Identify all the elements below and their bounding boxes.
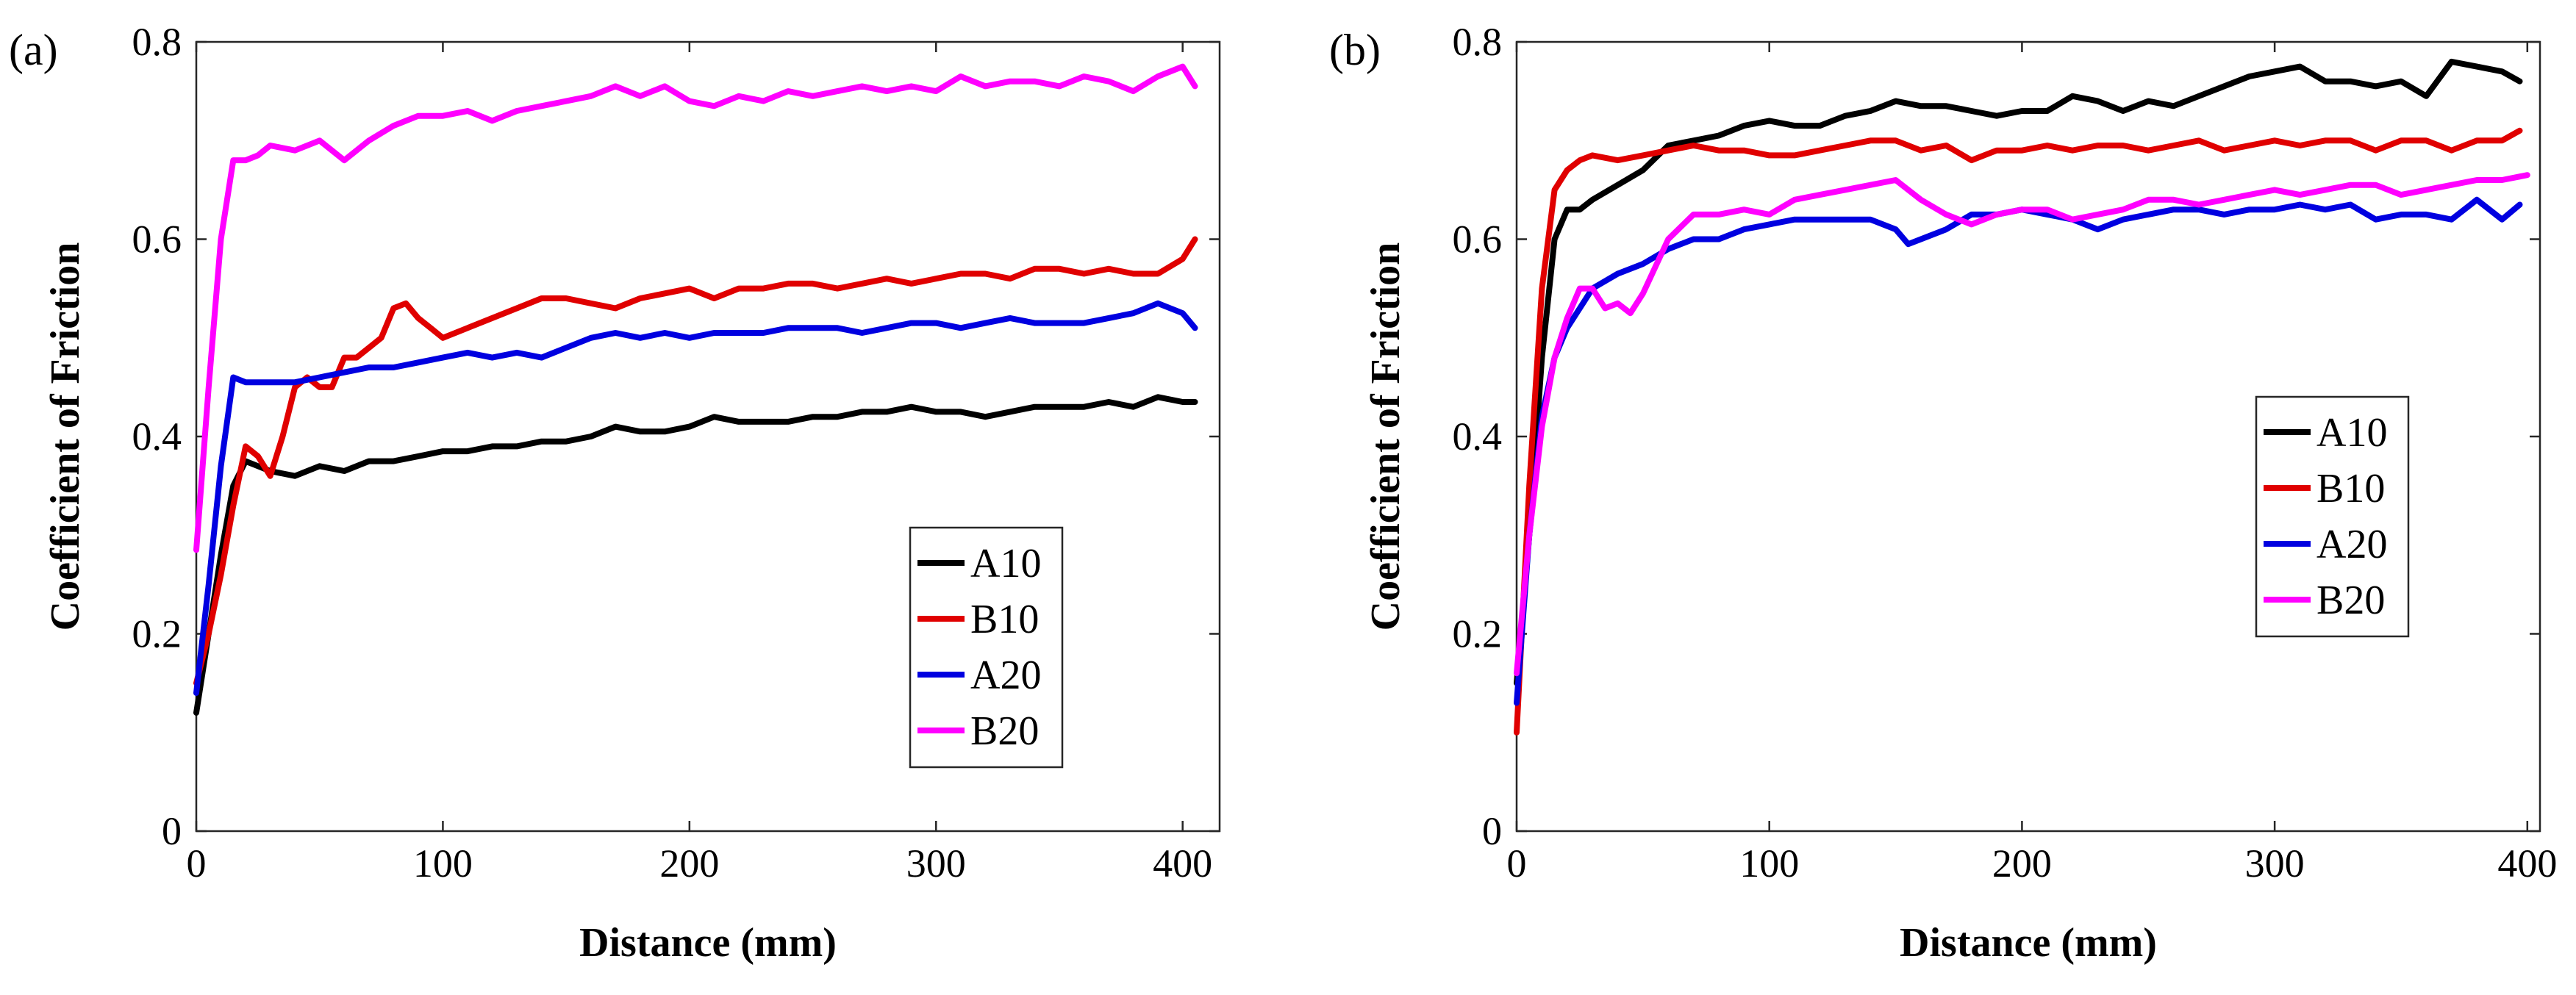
y-tick-label: 0 [1482, 809, 1502, 853]
x-tick-label: 400 [2497, 841, 2557, 886]
y-tick-label: 0.8 [1453, 20, 1503, 64]
series-layer-b [1514, 58, 2530, 736]
chart-panel-a: (a) 0 100 200 300 400 0 0.2 0.4 0.6 0.8 Distance … [9, 20, 1221, 966]
x-tick-label: 200 [659, 841, 719, 886]
ticks-a: 0 100 200 300 400 0 0.2 0.4 0.6 0.8 [132, 20, 1220, 886]
series-line-a20 [1514, 196, 2523, 706]
x-tick-label: 0 [187, 841, 207, 886]
x-tick-label: 100 [1739, 841, 1799, 886]
series-line-b20 [193, 63, 1198, 553]
panel-label-a: (a) [9, 26, 58, 74]
y-tick-label: 0.2 [1453, 612, 1503, 656]
series-line-a10 [1514, 58, 2523, 686]
series-line-a20 [193, 300, 1198, 696]
x-tick-label: 0 [1507, 841, 1527, 886]
ticks-b: 0 100 200 300 400 0 0.2 0.4 0.6 0.8 [1453, 20, 2558, 886]
x-tick-label: 400 [1153, 841, 1212, 886]
legend-box [909, 526, 1064, 769]
legend-label-a20: A20 [2316, 522, 2387, 567]
legend-a: A10 B10 A20 B20 [909, 526, 1064, 769]
y-axis-label-b: Coefficient of Friction [1363, 243, 1409, 631]
legend-box [2255, 395, 2410, 638]
series-line-a10 [193, 394, 1198, 716]
legend-label-b10: B10 [2316, 466, 2385, 511]
legend-label-a20: A20 [970, 653, 1041, 698]
y-tick-label: 0 [162, 809, 182, 853]
y-tick-label: 0.8 [132, 20, 182, 64]
series-layer-a [193, 63, 1198, 716]
legend-label-a10: A10 [2316, 410, 2387, 456]
y-tick-label: 0.6 [1453, 218, 1503, 262]
y-tick-label: 0.6 [132, 218, 182, 262]
x-tick-label: 200 [1992, 841, 2052, 886]
legend-label-b10: B10 [970, 597, 1039, 642]
panel-label-b: (b) [1329, 26, 1381, 74]
chart-panel-b: (b) 0 100 200 300 400 0 0.2 0.4 0.6 0.8 Distance … [1329, 20, 2557, 966]
x-tick-label: 300 [2245, 841, 2305, 886]
plot-frame-a [195, 40, 1221, 833]
y-tick-label: 0.4 [132, 414, 182, 459]
legend-label-b20: B20 [2316, 578, 2385, 623]
y-tick-label: 0.2 [132, 612, 182, 656]
x-axis-label-b: Distance (mm) [1900, 920, 2157, 966]
x-tick-label: 300 [906, 841, 966, 886]
legend-label-b20: B20 [970, 708, 1039, 754]
x-axis-label-a: Distance (mm) [579, 920, 837, 966]
legend-label-a10: A10 [970, 541, 1041, 586]
y-axis-label-a: Coefficient of Friction [43, 243, 88, 631]
series-line-b10 [1514, 127, 2523, 736]
legend-b: A10 B10 A20 B20 [2255, 395, 2410, 638]
x-tick-label: 100 [413, 841, 473, 886]
series-line-b20 [1514, 172, 2530, 677]
y-tick-label: 0.4 [1453, 414, 1503, 459]
